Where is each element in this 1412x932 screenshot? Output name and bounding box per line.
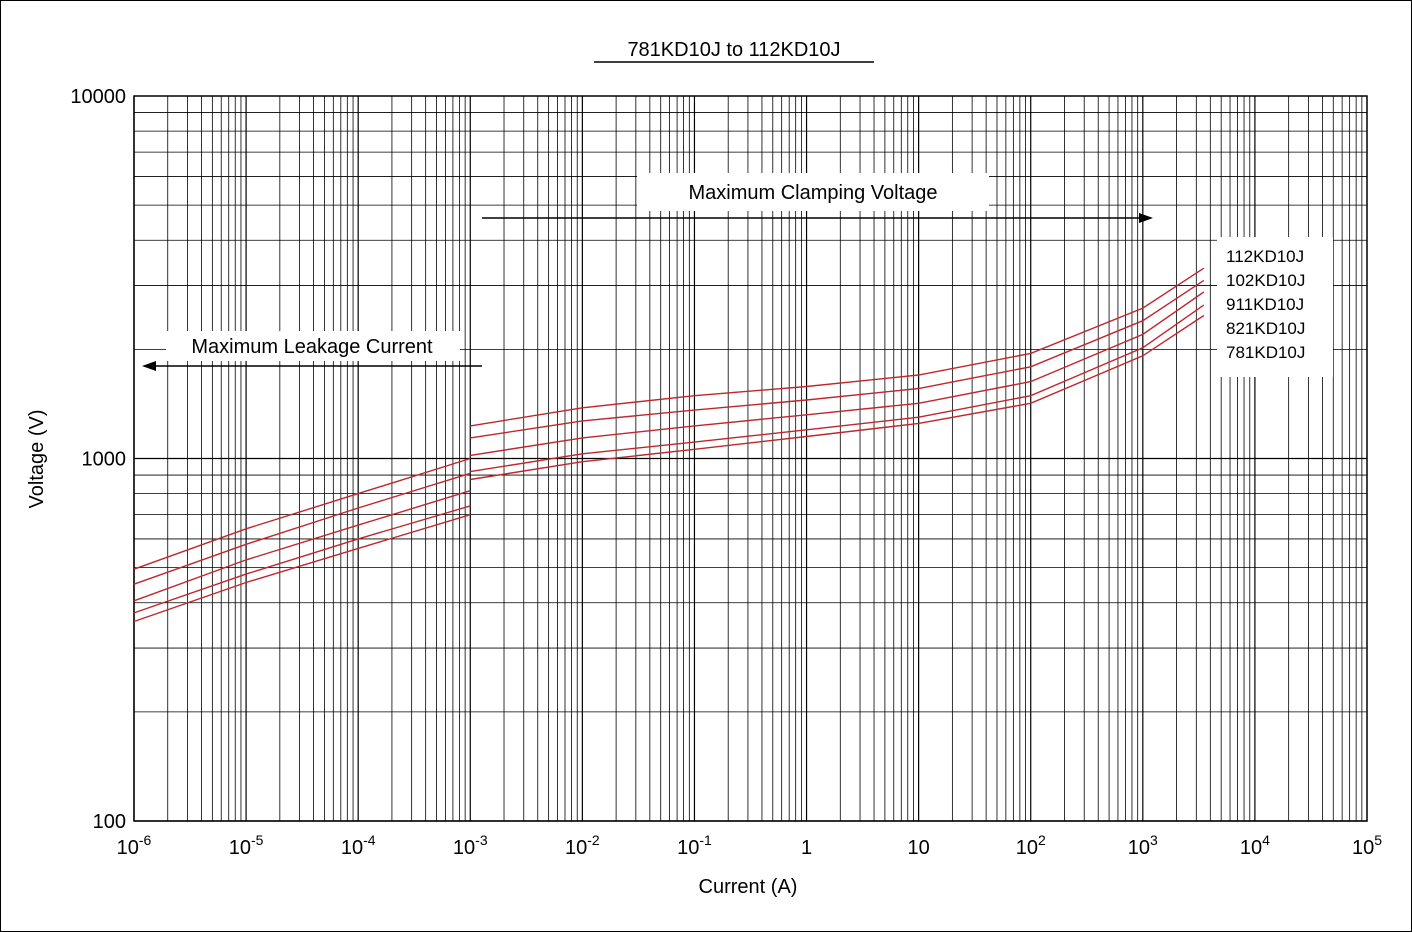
plot-border xyxy=(133,95,1368,822)
clamping-line-781KD10J xyxy=(470,314,1205,481)
leakage-line-102KD10J xyxy=(133,472,471,585)
y-axis-label: Voltage (V) xyxy=(26,410,48,509)
clamping-line-821KD10J xyxy=(470,304,1205,473)
leakage-label: Maximum Leakage Current xyxy=(191,336,433,358)
legend-box xyxy=(1217,237,1333,377)
x-axis-label: Current (A) xyxy=(699,876,798,898)
clamping-line-102KD10J xyxy=(470,279,1205,439)
chart-annotations: Maximum Clamping Voltage Maximum Leakage … xyxy=(142,173,1153,371)
legend-entry-102KD10J: 102KD10J xyxy=(1226,271,1305,290)
chart-series xyxy=(133,267,1205,623)
leakage-line-781KD10J xyxy=(133,514,471,623)
clamping-label: Maximum Clamping Voltage xyxy=(689,182,938,204)
clamping-arrow-head xyxy=(1139,213,1153,223)
x-tick-label: 10-1 xyxy=(677,832,712,859)
x-tick-label: 104 xyxy=(1240,832,1270,859)
legend-entry-112KD10J: 112KD10J xyxy=(1226,247,1304,266)
leakage-label-bg xyxy=(166,331,460,361)
x-tick-label: 103 xyxy=(1128,832,1158,859)
y-tick-label: 100 xyxy=(93,811,126,833)
y-tick-label: 10000 xyxy=(70,86,126,108)
x-tick-label: 105 xyxy=(1352,832,1382,859)
y-tick-label: 1000 xyxy=(82,449,127,471)
leakage-line-821KD10J xyxy=(133,505,471,614)
x-tick-label: 10-3 xyxy=(453,832,488,859)
x-tick-label: 102 xyxy=(1016,832,1046,859)
chart-title: 781KD10J to 112KD10J xyxy=(627,39,840,61)
x-tick-label: 10-4 xyxy=(341,832,376,859)
chart-ticks: 10-6 10-5 10-4 10-3 10-2 10-1 1 10 102 103 104 105 1… xyxy=(70,86,1382,859)
legend-entry-911KD10J: 911KD10J xyxy=(1226,295,1304,314)
x-tick-label: 10-2 xyxy=(565,832,600,859)
x-tick-label: 10-6 xyxy=(117,832,152,859)
legend-entry-821KD10J: 821KD10J xyxy=(1226,319,1305,338)
x-tick-label: 10 xyxy=(908,837,930,859)
leakage-line-112KD10J xyxy=(133,457,471,570)
clamping-line-911KD10J xyxy=(470,291,1205,457)
leakage-line-911KD10J xyxy=(133,490,471,602)
legend-entry-781KD10J: 781KD10J xyxy=(1226,343,1305,362)
clamping-label-bg xyxy=(637,173,989,211)
chart-grid xyxy=(133,95,1368,822)
x-tick-label: 1 xyxy=(801,837,812,859)
clamping-line-112KD10J xyxy=(470,267,1205,427)
leakage-arrow-head xyxy=(142,361,156,371)
x-tick-label: 10-5 xyxy=(229,832,264,859)
chart-legend: 112KD10J 102KD10J 911KD10J 821KD10J 781KD10J xyxy=(1217,237,1333,377)
